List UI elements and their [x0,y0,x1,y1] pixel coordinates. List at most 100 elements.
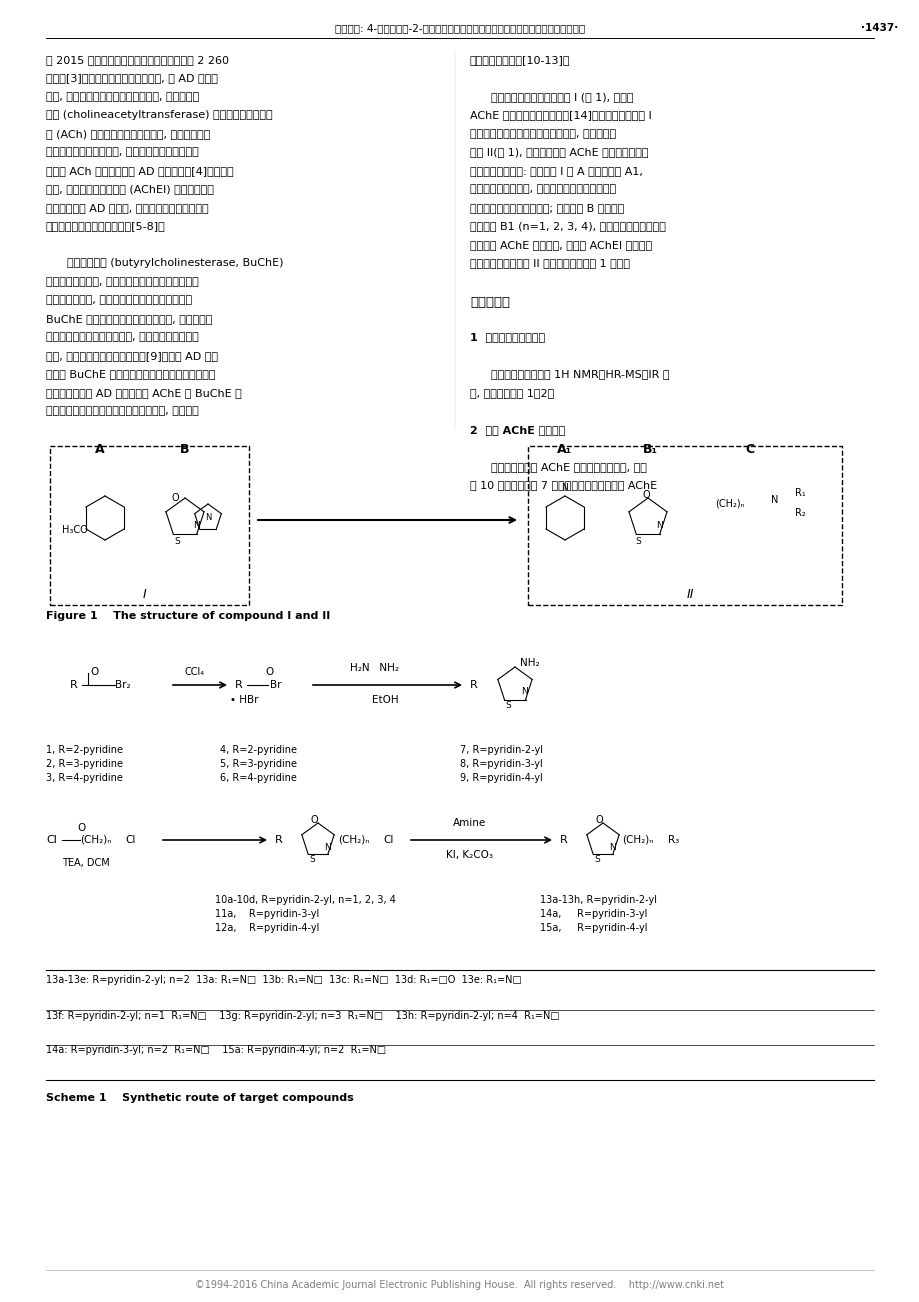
Text: H₂N   NH₂: H₂N NH₂ [350,663,399,673]
Text: N: N [609,842,616,852]
Text: N: N [324,842,331,852]
Text: 于肝脏及血清中, 肌肉和脑组织中也有少量存在。: 于肝脏及血清中, 肌肉和脑组织中也有少量存在。 [46,296,192,306]
Text: S: S [634,536,641,546]
Text: ©1994-2016 China Academic Journal Electronic Publishing House.  All rights reser: ©1994-2016 China Academic Journal Electr… [195,1280,724,1290]
Text: N: N [193,522,200,530]
Text: 碱 (ACh) 的合成、释放和摄取减少, 使患者的学习: 碱 (ACh) 的合成、释放和摄取减少, 使患者的学习 [46,129,210,139]
Text: R: R [70,680,78,690]
Text: 8, R=pyridin-3-yl: 8, R=pyridin-3-yl [460,759,542,769]
Text: H₃CO: H₃CO [62,525,87,535]
Text: 的化学结构基础上对其结构进行优化, 合成新的化: 的化学结构基础上对其结构进行优化, 合成新的化 [470,129,616,139]
Text: Figure 1    The structure of compound I and II: Figure 1 The structure of compound I and… [46,611,330,621]
Text: 又称假性胆碱酯酶, 属于丝氨酸酶酶家族。主要分布: 又称假性胆碱酯酶, 属于丝氨酸酶酶家族。主要分布 [46,277,199,286]
Text: Scheme 1    Synthetic route of target compounds: Scheme 1 Synthetic route of target compo… [46,1092,354,1103]
Text: O: O [171,493,178,503]
Text: 移酶 (cholineacetyltransferase) 活性下降造成乙酰胆: 移酶 (cholineacetyltransferase) 活性下降造成乙酰胆 [46,111,272,121]
Text: II: II [686,589,693,602]
Text: 即用吡啶环代替苯环, 考察引入具有孤电子对配位: 即用吡啶环代替苯环, 考察引入具有孤电子对配位 [470,185,616,194]
Text: 和记忆力逐渐衰退。因此, 改善胆碱能神经系统、增: 和记忆力逐渐衰退。因此, 改善胆碱能神经系统、增 [46,147,199,158]
Text: 14a,     R=pyridin-3-yl: 14a, R=pyridin-3-yl [539,909,647,919]
Text: EtOH: EtOH [371,695,398,704]
Text: 2, R=3-pyridine: 2, R=3-pyridine [46,759,123,769]
Text: Cl: Cl [125,835,135,845]
Text: 结果与讨论: 结果与讨论 [470,296,509,309]
Text: N: N [656,522,663,530]
Text: 1  化合物的合成及鉴定: 1 化合物的合成及鉴定 [470,332,545,342]
Text: N: N [205,513,211,522]
Text: 3, R=4-pyridine: 3, R=4-pyridine [46,773,123,783]
Text: 为止, 乙酰胆碱酯酶抑制剂 (AChEI) 已被成功开发: 为止, 乙酰胆碱酯酶抑制剂 (AChEI) 已被成功开发 [46,185,213,194]
Text: 11a,    R=pyridin-3-yl: 11a, R=pyridin-3-yl [215,909,319,919]
Text: 4, R=2-pyridine: 4, R=2-pyridine [220,745,297,755]
Text: 本实验室先前合成了化合物 I (图 1), 在抑制: 本实验室先前合成了化合物 I (图 1), 在抑制 [470,92,633,102]
Text: 的吡啶后对生物活性的影响; 同时改变 B 官能团的: 的吡啶后对生物活性的影响; 同时改变 B 官能团的 [470,203,624,214]
Text: 成临床上治疗 AD 的药物, 代表药物如石杉碱甲、他: 成临床上治疗 AD 的药物, 代表药物如石杉碱甲、他 [46,203,209,214]
Text: 1, R=2-pyridine: 1, R=2-pyridine [46,745,123,755]
Text: Cl: Cl [46,835,57,845]
Text: 12a,    R=pyridin-4-yl: 12a, R=pyridin-4-yl [215,923,319,934]
Text: 13f: R=pyridin-2-yl; n=1  R₁=N□    13g: R=pyridin-2-yl; n=3  R₁=N□    13h: R=pyr: 13f: R=pyridin-2-yl; n=1 R₁=N□ 13g: R=py… [46,1010,559,1021]
Text: C: C [744,443,754,456]
Text: • HBr: • HBr [230,695,258,704]
Text: Cl: Cl [382,835,393,845]
Text: A₁: A₁ [557,443,572,456]
Text: 的 10 个化合物中有 7 个化合物具有一定的体外 AChE: 的 10 个化合物中有 7 个化合物具有一定的体外 AChE [470,480,656,491]
Text: R₁: R₁ [794,488,804,497]
Text: N: N [561,483,568,492]
Text: AChE 活性方面有一定的效果[14]。本文将在化合物 I: AChE 活性方面有一定的效果[14]。本文将在化合物 I [470,111,651,121]
Text: 丁酰胆碱酯酶 (butyrylcholinesterase, BuChE): 丁酰胆碱酯酶 (butyrylcholinesterase, BuChE) [46,259,283,268]
Text: 新化合物的体外 AChE 抑制活性实验表明, 制备: 新化合物的体外 AChE 抑制活性实验表明, 制备 [470,462,646,473]
Text: 药物使 BuChE 的活性受到抑制将会带来一定的不良: 药物使 BuChE 的活性受到抑制将会带来一定的不良 [46,370,215,379]
Text: R₂: R₂ [794,508,804,518]
Text: 合成化合物的结构经 1H NMR、HR-MS、IR 确: 合成化合物的结构经 1H NMR、HR-MS、IR 确 [470,370,669,379]
Text: 体的优化过程如下: 将化合物 I 的 A 部分替换成 A1,: 体的优化过程如下: 将化合物 I 的 A 部分替换成 A1, [470,165,642,176]
Text: R: R [560,835,567,845]
Text: 反应。现有治疗 AD 的药物存在 AChE 与 BuChE 选: 反应。现有治疗 AD 的药物存在 AChE 与 BuChE 选 [46,388,242,398]
Text: 15a,     R=pyridin-4-yl: 15a, R=pyridin-4-yl [539,923,647,934]
Text: 多酯类、肽类及酰胺类化合物, 参与某些药物的代谢: 多酯类、肽类及酰胺类化合物, 参与某些药物的代谢 [46,332,199,342]
Text: 13a-13e: R=pyridin-2-yl; n=2  13a: R₁=N□  13b: R₁=N□  13c: R₁=N□  13d: R₁=□O  13: 13a-13e: R=pyridin-2-yl; n=2 13a: R₁=N□ … [46,975,521,986]
Text: 7, R=pyridin-2-yl: 7, R=pyridin-2-yl [460,745,542,755]
Text: (CH₂)ₙ: (CH₂)ₙ [621,835,652,845]
Text: Amine: Amine [453,818,486,828]
Text: O: O [265,667,273,677]
Text: ·1437·: ·1437· [860,23,898,33]
Text: 曹婷婷等: 4-吡啶基噻唑-2-胺衍生物的设计、合成及其对乙酰胆碱酯酶的抑制活性研究: 曹婷婷等: 4-吡啶基噻唑-2-胺衍生物的设计、合成及其对乙酰胆碱酯酶的抑制活性… [335,23,584,33]
Text: 克林、多奈哌齐、利斯的明等[5-8]。: 克林、多奈哌齐、利斯的明等[5-8]。 [46,221,165,232]
Text: 5, R=3-pyridine: 5, R=3-pyridine [220,759,297,769]
Text: 加脑内 ACh 的水平是治疗 AD 的重要途径[4]。到目前: 加脑内 ACh 的水平是治疗 AD 的重要途径[4]。到目前 [46,165,233,176]
Text: 探索性研究。化合物 II 的合成如合成路线 1 所示。: 探索性研究。化合物 II 的合成如合成路线 1 所示。 [470,259,630,268]
Text: 择性抑制不理想、肾毒性、肝毒性等问题, 从而限制: 择性抑制不理想、肾毒性、肝毒性等问题, 从而限制 [46,406,199,417]
Text: 长度得到 B1 (n=1, 2, 3, 4), 考察碳连长度的改变是: 长度得到 B1 (n=1, 2, 3, 4), 考察碳连长度的改变是 [470,221,665,232]
Text: 了它们的临床应用[10-13]。: 了它们的临床应用[10-13]。 [470,55,570,65]
Text: 6, R=4-pyridine: 6, R=4-pyridine [220,773,297,783]
Text: O: O [77,823,85,833]
FancyBboxPatch shape [50,447,249,605]
Text: N: N [521,687,528,697]
Text: 亿美元[3]。胆碱能神经损伤假说认为, 在 AD 病理过: 亿美元[3]。胆碱能神经损伤假说认为, 在 AD 病理过 [46,73,218,83]
Text: 10a-10d, R=pyridin-2-yl, n=1, 2, 3, 4: 10a-10d, R=pyridin-2-yl, n=1, 2, 3, 4 [215,894,395,905]
Text: B₁: B₁ [641,443,657,456]
FancyBboxPatch shape [528,447,841,605]
Text: A: A [95,443,105,456]
Text: R: R [470,680,477,690]
Text: BuChE 能与有机磷毒剂或杀虫剂结合, 并能水解许: BuChE 能与有机磷毒剂或杀虫剂结合, 并能水解许 [46,314,212,324]
Text: S: S [505,700,510,710]
Text: O: O [595,815,602,825]
Text: O: O [90,667,98,677]
Text: S: S [174,536,180,546]
Text: 2  体外 AChE 抑制活性: 2 体外 AChE 抑制活性 [470,424,564,435]
Text: S: S [309,854,314,863]
Text: 程中, 基底前脑区的胆碱能神经元丢失, 胆碱乙酰转: 程中, 基底前脑区的胆碱能神经元丢失, 胆碱乙酰转 [46,92,199,102]
Text: KI, K₂CO₃: KI, K₂CO₃ [446,850,493,861]
Text: R: R [234,680,243,690]
Text: Br: Br [269,680,281,690]
Text: O: O [310,815,317,825]
Text: CCl₄: CCl₄ [185,667,205,677]
Text: B: B [180,443,189,456]
Text: N: N [770,495,777,505]
Text: (CH₂)ₙ: (CH₂)ₙ [714,497,744,508]
Text: (CH₂)ₙ: (CH₂)ₙ [80,835,111,845]
Text: R: R [275,835,282,845]
Text: 否影响其 AChE 抑制活性, 为新的 AChEI 的开发做: 否影响其 AChE 抑制活性, 为新的 AChEI 的开发做 [470,240,652,250]
